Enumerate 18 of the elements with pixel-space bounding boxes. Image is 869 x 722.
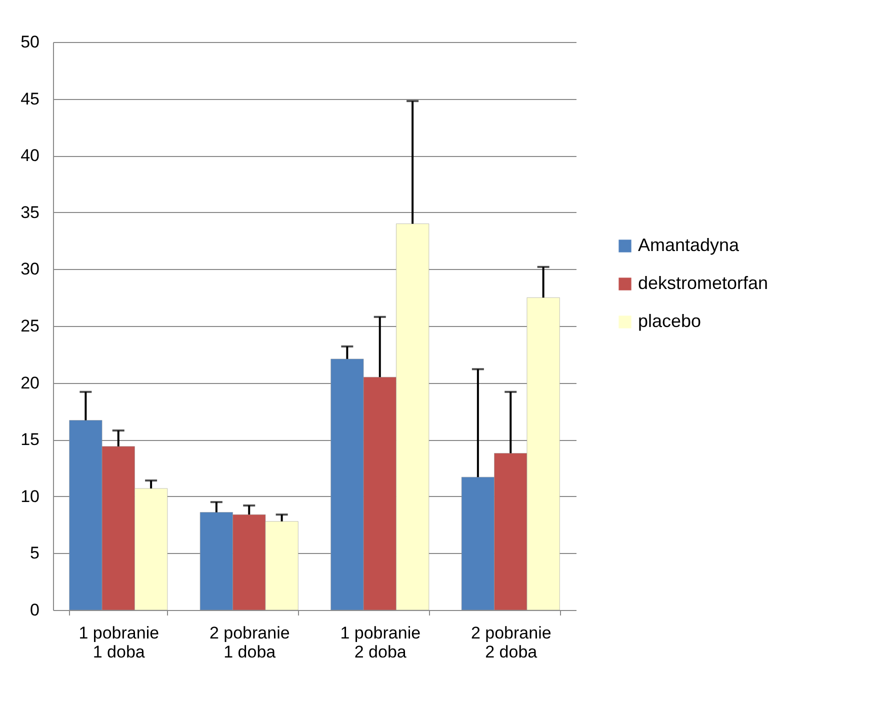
y-tick-label: 20: [20, 373, 40, 392]
y-tick-label: 35: [20, 202, 40, 222]
y-tick-label: 45: [20, 89, 40, 108]
y-tick-label: 0: [30, 600, 40, 620]
y-tick-label: 30: [20, 260, 40, 279]
legend-label: Amantadyna: [638, 235, 740, 255]
y-tick-label: 5: [30, 544, 40, 563]
legend-label: placebo: [638, 311, 702, 331]
x-tick-label: 1 pobranie 2 doba: [340, 624, 421, 662]
y-tick-label: 50: [20, 32, 40, 52]
y-tick-label: 10: [20, 486, 40, 506]
y-tick-label: 15: [20, 430, 40, 450]
x-tick-label: 2 pobranie 1 doba: [209, 624, 290, 662]
y-tick-label: 25: [20, 316, 40, 336]
legend-label: dekstrometorfan: [638, 273, 768, 293]
x-tick-label: 2 pobranie 2 doba: [470, 624, 552, 662]
y-tick-label: 40: [20, 146, 40, 166]
x-tick-label: 1 pobranie 1 doba: [78, 624, 160, 662]
